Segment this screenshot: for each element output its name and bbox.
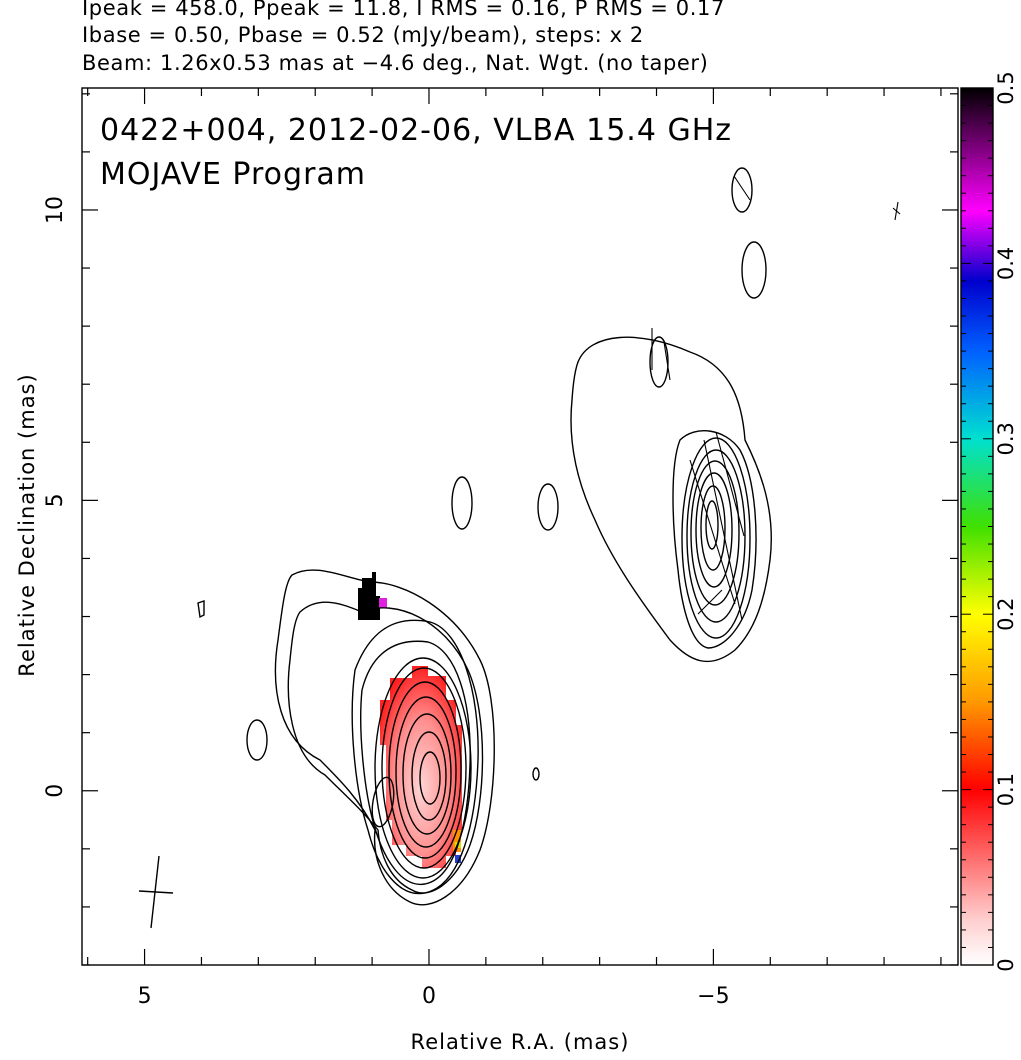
contour-blob-upper2 [741,241,767,299]
colorbar-tick-label: 0.1 [994,773,1018,806]
contour-core-8 [395,696,457,848]
knot-pol-magenta [379,598,387,608]
header-line-3: Beam: 1.26x0.53 mas at −4.6 deg., Nat. W… [82,51,709,75]
contour-core-6 [381,667,467,869]
contour-jet-1 [570,336,772,663]
x-tick-label: −5 [697,984,729,1009]
contour-core-11 [419,751,441,805]
colorbar-tick-label: 0.2 [994,597,1018,630]
plot-frame [81,87,959,966]
contour-jet-3 [681,437,751,639]
y-axis-label: Relative Declination (mas) [15,373,39,677]
contour-blob-mid2 [537,483,559,531]
colorbar-tick-label: 0.3 [994,422,1018,455]
beam-marker [138,855,174,929]
header-line-2: Ibase = 0.50, Pbase = 0.52 (mJy/beam), s… [82,23,644,47]
colorbar-tick-label: 0 [994,958,1018,971]
contour-jet-7 [700,485,726,571]
contour-jet-6 [695,472,733,588]
colorbar: 0 0.1 0.2 0.3 0.4 0.5 [960,71,1018,972]
header-line-1: Ipeak = 458.0, Ppeak = 11.8, I RMS = 0.1… [82,0,725,20]
evpa-tick [733,175,751,201]
evpa-tick [703,439,743,621]
contour-jet-2 [672,430,757,649]
contour-core-3 [351,619,479,895]
pol-spot-blue [455,855,461,863]
contours [197,167,772,906]
contour-blob-mid1 [451,476,473,530]
x-tick-label: 0 [422,984,436,1009]
colorbar-tick-label: 0.4 [994,247,1018,280]
contour-blob-upper1 [731,167,753,213]
contour-core-10 [411,731,447,821]
contour-core-1 [274,569,495,906]
colorbar-gradient [960,87,994,966]
contour-jet-5 [690,460,740,606]
contour-core-7 [388,681,462,859]
evpa-ticks [651,175,901,621]
y-tick-label: 0 [43,784,68,798]
contour-jet-4 [686,449,746,623]
evpa-tick [689,459,736,605]
contour-blob-left [246,719,268,761]
contour-blob-tiny [197,600,205,619]
contour-side-blob [371,776,395,828]
chart-subtitle: MOJAVE Program [100,157,366,192]
knot-pol-pixels [358,572,380,620]
contour-core-5 [374,657,472,879]
contour-blob-small [532,767,540,781]
contour-core-9 [402,713,452,835]
pol-spot-orange [453,830,461,852]
colorbar-tick-label: 0.5 [994,71,1018,104]
contour-jet-8 [705,500,719,550]
y-tick-label: 10 [43,196,68,224]
contour-knot-top [649,336,669,388]
evpa-tick [894,201,899,221]
y-tick-label: 5 [43,493,68,507]
x-axis-label: Relative R.A. (mas) [410,1030,630,1054]
evpa-tick [697,589,723,615]
evpa-tick [663,341,671,381]
evpa-tick [715,431,745,537]
chart-title: 0422+004, 2012-02-06, VLBA 15.4 GHz [100,113,732,148]
x-tick-label: 5 [138,984,152,1009]
